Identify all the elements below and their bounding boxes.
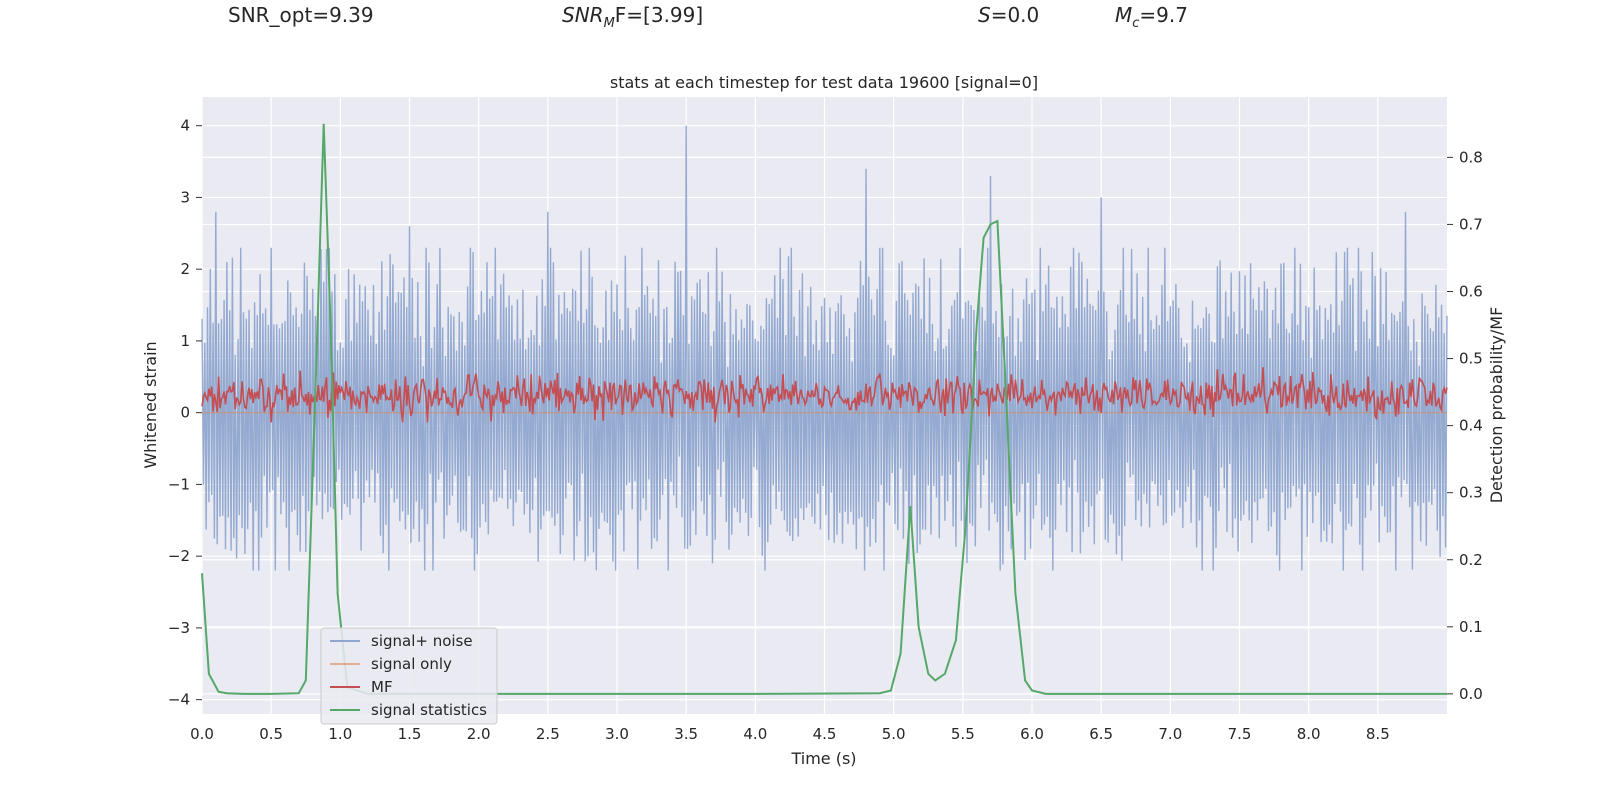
header-s-main: S [978,3,991,27]
y2-axis-label: Detection probability/MF [1487,307,1506,504]
legend: signal+ noise signal only MF signal stat… [320,627,498,725]
x-tick-label: 8.5 [1366,725,1390,743]
header-mc-tail: =9.7 [1139,3,1188,27]
legend-label-signal-only: signal only [371,655,452,673]
x-axis-label: Time (s) [790,749,856,768]
signal-statistics-line [201,123,1447,695]
y2-tick-label: 0.4 [1459,417,1483,435]
y-axis-label: Whitened strain [141,341,160,468]
signal-noise-series [201,125,1448,571]
header-mc-sub: c [1132,16,1139,31]
x-tick-label: 7.5 [1228,725,1252,743]
y-tick-label: 4 [180,117,190,135]
legend-label-signal-statistics: signal statistics [371,701,487,719]
x-tick-label: 3.5 [674,725,698,743]
x-tick-label: 8.0 [1297,725,1321,743]
x-tick-label: 7.0 [1158,725,1182,743]
x-tick-label: 1.0 [328,725,352,743]
y2-tick-label: 0.2 [1459,551,1483,569]
x-tick-label: 6.0 [1020,725,1044,743]
y2-tick-label: 0.8 [1459,148,1483,166]
x-tick-label: 2.0 [467,725,491,743]
y2-tick-label: 0.6 [1459,282,1483,300]
x-tick-label: 3.0 [605,725,629,743]
signal-statistics-series [201,123,1447,695]
x-tick-label: 4.5 [813,725,837,743]
x-tick-label: 5.5 [951,725,975,743]
y-tick-label: −2 [168,547,190,565]
y-tick-label: 2 [180,260,190,278]
y-ticks: 4 3 2 1 0 −1 −2 −3 −4 [168,117,202,709]
y2-tick-label: 0.5 [1459,350,1483,368]
y-tick-label: 1 [180,332,190,350]
y2-tick-label: 0.7 [1459,215,1483,233]
mf-line [201,367,1448,423]
y2-ticks: 0.8 0.7 0.6 0.5 0.4 0.3 0.2 0.1 0.0 [1447,148,1483,703]
header-s: S=0.0 [978,3,1039,27]
mf-series [201,367,1448,423]
header-snr-mf-sub: M [604,16,615,31]
y-tick-label: −3 [168,619,190,637]
header-mc: Mc=9.7 [1115,3,1188,31]
y2-tick-label: 0.1 [1459,618,1483,636]
x-tick-label: 6.5 [1089,725,1113,743]
chart-title: stats at each timestep for test data 196… [610,73,1038,92]
y2-tick-label: 0.3 [1459,484,1483,502]
x-tick-label: 2.5 [536,725,560,743]
header-snr-mf-main: SNR [562,3,604,27]
legend-box [320,627,498,725]
header-s-tail: =0.0 [991,3,1040,27]
y-tick-label: 0 [180,404,190,422]
x-tick-label: 4.0 [743,725,767,743]
y-tick-label: −4 [168,691,190,709]
y2-tick-label: 0.0 [1459,685,1483,703]
header-snr-mf-tail: F=[3.99] [615,3,703,27]
x-tick-label: 0.0 [190,725,214,743]
legend-label-mf: MF [371,678,393,696]
y-tick-label: 3 [180,188,190,206]
x-tick-label: 5.0 [882,725,906,743]
y-tick-label: −1 [168,475,190,493]
x-tick-label: 0.5 [259,725,283,743]
x-tick-label: 1.5 [398,725,422,743]
signal-noise-line [201,125,1448,571]
legend-label-signal-noise: signal+ noise [371,632,473,650]
header-snr-opt: SNR_opt=9.39 [228,3,374,27]
header-snr-mf: SNRMF=[3.99] [562,3,703,31]
header-mc-main: M [1115,3,1132,27]
x-ticks: 0.0 0.5 1.0 1.5 2.0 2.5 3.0 3.5 4.0 4.5 5.0 5.5 6.0 6… [190,725,1390,743]
